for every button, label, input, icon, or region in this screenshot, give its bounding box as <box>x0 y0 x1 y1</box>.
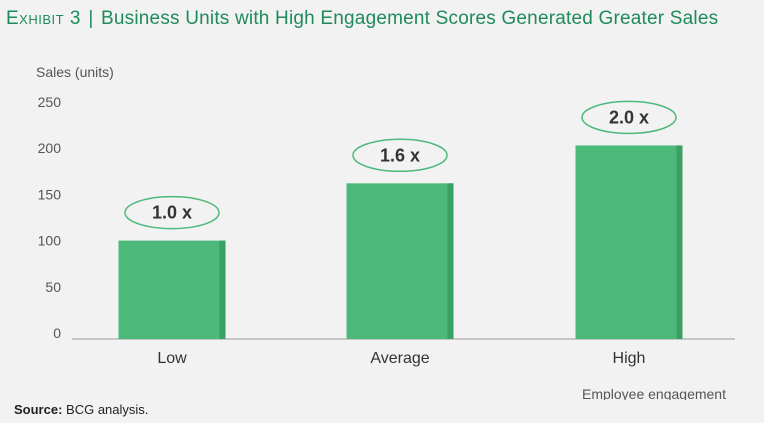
y-tick-label: 100 <box>38 233 62 249</box>
bar-data-label: 2.0 x <box>609 107 649 127</box>
x-tick-label: Average <box>370 350 429 367</box>
source-text: BCG analysis. <box>66 402 149 417</box>
exhibit-label: Exhibit 3 <box>6 8 81 29</box>
bar-edge-shadow <box>219 240 226 339</box>
chart-title: Exhibit 3 | Business Units with High Eng… <box>6 8 718 30</box>
bar-data-label: 1.0 x <box>152 203 192 223</box>
x-tick-label: Low <box>157 350 187 367</box>
bar-data-label: 1.6 x <box>380 145 420 165</box>
bar-label-ellipse <box>581 100 677 135</box>
bar-label-ellipse <box>352 138 448 173</box>
bar-edge-shadow <box>447 183 454 339</box>
source-label: Source: <box>14 402 63 417</box>
y-tick-label: 0 <box>53 325 61 341</box>
title-text: Business Units with High Engagement Scor… <box>101 8 719 29</box>
bar-edge-shadow <box>676 145 683 339</box>
y-tick-label: 250 <box>38 94 62 110</box>
y-tick-label: 50 <box>45 279 61 295</box>
bars: 1.0 x 1.6 x 2.0 x <box>118 100 683 339</box>
title-separator: | <box>88 8 94 29</box>
y-axis-ticks: 0 50 100 150 200 250 <box>38 94 62 341</box>
bar-average <box>346 183 454 339</box>
bar-low <box>118 240 226 339</box>
bar-label-ellipse <box>124 195 220 230</box>
x-axis-label: Employee engagement <box>582 386 726 400</box>
x-tick-labels: Low Average High <box>157 350 645 367</box>
source-note: Source: BCG analysis. <box>14 402 148 417</box>
bar-high <box>575 145 683 339</box>
x-tick-label: High <box>613 350 646 367</box>
bar-chart: Sales (units) 0 50 100 150 200 250 1.0 x 1.6 x… <box>36 64 735 400</box>
y-axis-label: Sales (units) <box>36 64 114 80</box>
y-tick-label: 150 <box>38 186 62 202</box>
y-tick-label: 200 <box>38 140 62 156</box>
